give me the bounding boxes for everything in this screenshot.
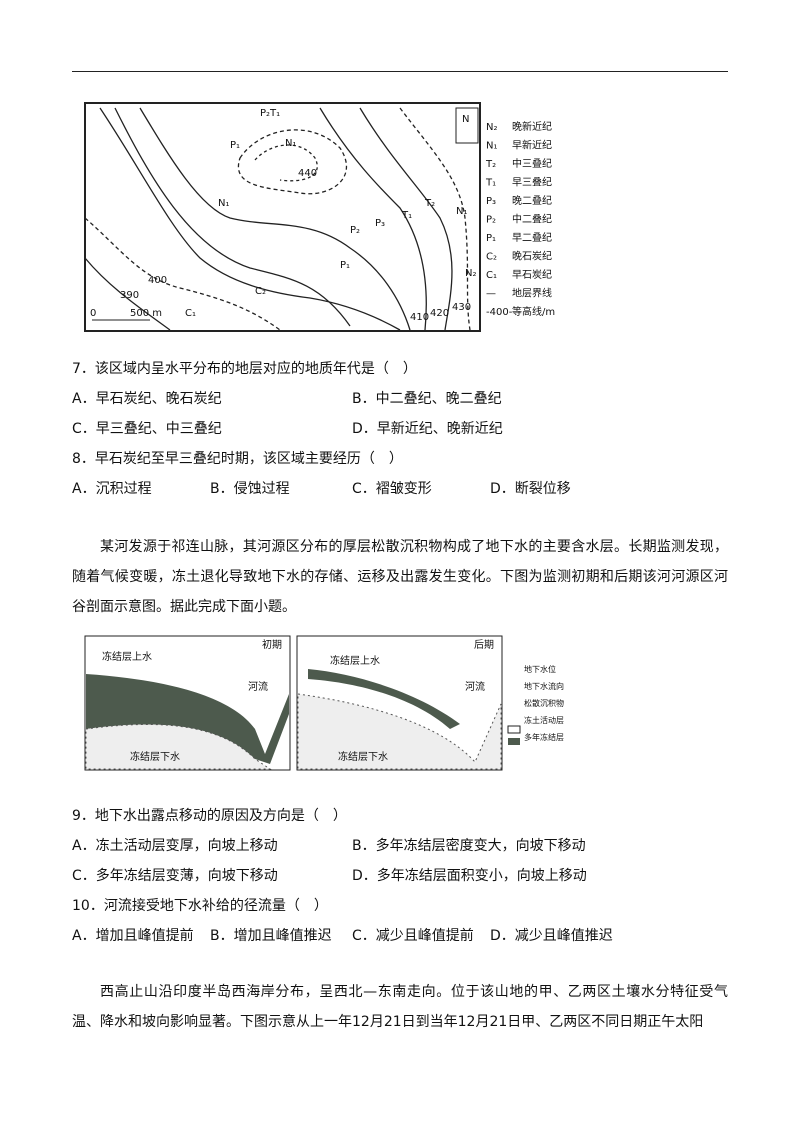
- map-label: N₁: [456, 206, 468, 217]
- option: D．减少且峰值推迟: [490, 928, 613, 944]
- option: A．早石炭纪、晚石炭纪: [72, 391, 222, 407]
- map-label: P₁: [340, 260, 350, 271]
- legend-name: 地下水流向: [524, 681, 564, 691]
- panel-label: 后期: [474, 639, 494, 651]
- legend-name: 冻土活动层: [524, 715, 564, 725]
- map-label: 410: [410, 312, 429, 323]
- sediment: [85, 723, 272, 770]
- legend-code: P₃: [486, 196, 496, 207]
- map-label: P₂T₁: [260, 108, 280, 119]
- legend-swatch: [507, 725, 521, 734]
- legend-code: -400-: [486, 307, 513, 318]
- north-label: N: [462, 114, 469, 125]
- lower-water-label: 冻结层下水: [130, 750, 180, 763]
- legend-name: 晚新近纪: [512, 120, 552, 133]
- option: B．多年冻结层密度变大，向坡下移动: [352, 838, 586, 854]
- question-stem: 8．早石炭纪至早三叠纪时期，该区域主要经历（ ）: [72, 451, 403, 467]
- map-label: P₁: [230, 140, 240, 151]
- legend-name: 松散沉积物: [524, 698, 564, 708]
- map-label: P₂: [350, 225, 360, 236]
- option: B．增加且峰值推迟: [210, 928, 332, 944]
- legend-code: T₂: [485, 159, 496, 170]
- legend-name: 多年冻结层: [524, 732, 564, 742]
- legend-name: 晚石炭纪: [512, 251, 552, 263]
- legend-name: 早新近纪: [512, 139, 552, 152]
- legend-name: 等高线/m: [512, 305, 555, 318]
- option: A．沉积过程: [72, 481, 152, 497]
- map-label: C₂: [255, 286, 266, 297]
- option: C．多年冻结层变薄，向坡下移动: [72, 868, 278, 884]
- legend-code: T₁: [485, 178, 496, 189]
- permafrost-early: [86, 674, 289, 764]
- north-box: [455, 107, 479, 144]
- map-label: 430: [452, 302, 471, 313]
- legend-code: —: [486, 289, 496, 300]
- contours: [84, 107, 471, 331]
- scale-label: 500 m: [130, 308, 162, 319]
- map-label: 440: [298, 168, 317, 179]
- legend-name: 早三叠纪: [512, 177, 552, 189]
- legend-name: 地层界线: [512, 287, 552, 300]
- map-label: N₁: [285, 138, 297, 149]
- map-label: C₁: [185, 308, 196, 319]
- river-label: 河流: [465, 680, 485, 693]
- permafrost-late: [308, 669, 460, 729]
- lower-water-label: 冻结层下水: [338, 750, 388, 763]
- river-label: 河流: [248, 680, 268, 693]
- question-stem: 10．河流接受地下水补给的径流量（ ）: [72, 898, 328, 914]
- legend-code: P₂: [486, 215, 496, 226]
- legend-name: 地下水位: [524, 664, 556, 674]
- sediment: [297, 693, 502, 770]
- legend-name: 早二叠纪: [512, 232, 552, 244]
- legend-code: P₁: [486, 233, 496, 244]
- option: C．褶皱变形: [352, 481, 432, 497]
- legend-code: C₁: [486, 270, 497, 281]
- map-label: T₁: [401, 210, 412, 221]
- option: C．减少且峰值提前: [352, 928, 474, 944]
- question-stem: 7．该区域内呈水平分布的地层对应的地质年代是（ ）: [72, 361, 417, 377]
- option: A．冻土活动层变厚，向坡上移动: [72, 838, 278, 854]
- option: C．早三叠纪、中三叠纪: [72, 421, 222, 437]
- scale-label: 0: [90, 308, 96, 319]
- legend-code: N₂: [486, 122, 498, 133]
- panel-label: 初期: [262, 638, 282, 651]
- legend-name: 早石炭纪: [512, 269, 552, 281]
- legend-code: N₁: [486, 141, 498, 152]
- map-frame: [84, 102, 481, 332]
- legend-name: 中二叠纪: [512, 213, 552, 226]
- header-rule: [72, 71, 728, 72]
- passage: 某河发源于祁连山脉，其河源区分布的厚层松散沉积物构成了地下水的主要含水层。长期监…: [72, 539, 728, 615]
- map-label: P₃: [375, 218, 385, 229]
- map-label: 420: [430, 308, 449, 319]
- option: B．中二叠纪、晚二叠纪: [352, 391, 502, 407]
- legend-code: C₂: [486, 252, 497, 263]
- upper-water-label: 冻结层上水: [330, 654, 380, 667]
- legend-name: 中三叠纪: [512, 157, 552, 170]
- legend-name: 晚二叠纪: [512, 195, 552, 207]
- option: D．断裂位移: [490, 481, 571, 497]
- option: D．早新近纪、晚新近纪: [352, 421, 503, 437]
- map-label: T₂: [424, 198, 435, 209]
- option: D．多年冻结层面积变小，向坡上移动: [352, 868, 587, 884]
- option: B．侵蚀过程: [210, 481, 290, 497]
- upper-water-label: 冻结层上水: [102, 650, 152, 663]
- passage: 西高止山沿印度半岛西海岸分布，呈西北—东南走向。位于该山地的甲、乙两区土壤水分特…: [72, 984, 728, 1030]
- map-label: 400: [148, 275, 167, 286]
- map-label: 390: [120, 290, 139, 301]
- option: A．增加且峰值提前: [72, 928, 194, 944]
- map-label: N₁: [218, 198, 230, 209]
- question-stem: 9．地下水出露点移动的原因及方向是（ ）: [72, 808, 347, 824]
- legend-swatch: [508, 738, 520, 745]
- map-label: N₂: [465, 268, 477, 279]
